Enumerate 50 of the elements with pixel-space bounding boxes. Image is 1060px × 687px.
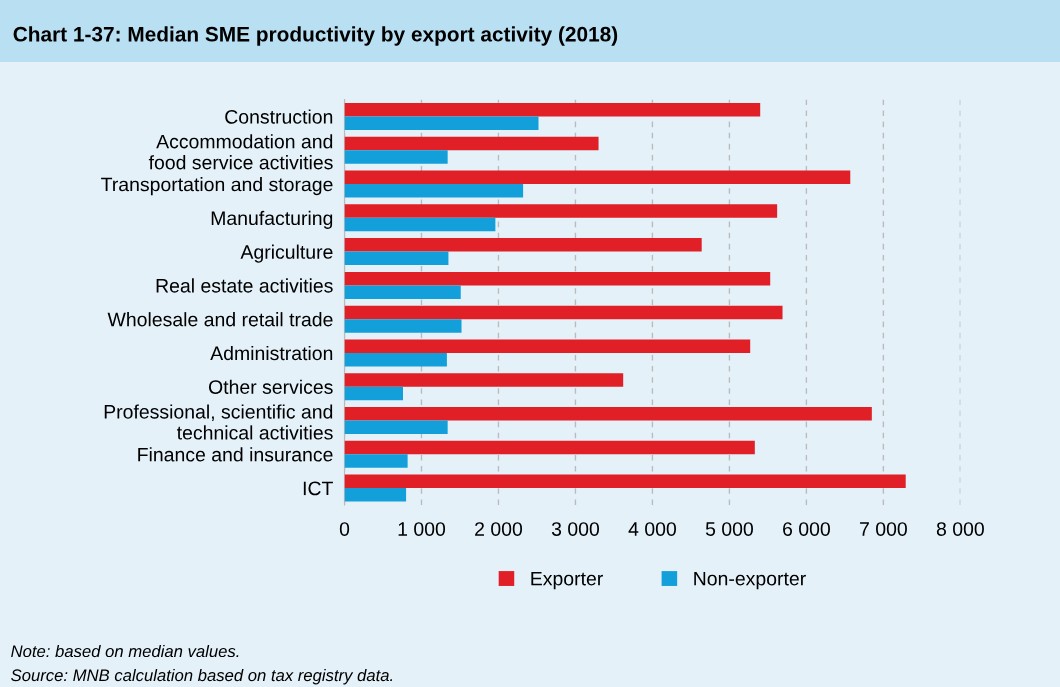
- bar: [344, 204, 778, 218]
- bar: [344, 184, 524, 198]
- bar: [344, 319, 462, 333]
- bar: [344, 305, 783, 320]
- y-tick-label: Manufacturing: [211, 210, 333, 229]
- bar: [344, 440, 755, 455]
- y-tick-label: Other services: [208, 379, 333, 394]
- bar: [344, 150, 448, 164]
- y-tick-label: Professional, scientific and technical activities: [104, 404, 333, 440]
- x-tick-label: 2 000: [475, 522, 523, 536]
- x-tick-label: 0: [339, 522, 350, 536]
- y-tick-label: Wholesale and retail trade: [107, 312, 333, 327]
- y-tick-label: Transportation and storage: [101, 177, 333, 196]
- x-tick-label: 8 000: [936, 522, 984, 536]
- legend-label: Non-exporter: [694, 571, 806, 590]
- x-tick-label: 5 000: [705, 522, 753, 536]
- y-tick-label: Construction: [225, 109, 333, 124]
- bar: [344, 271, 771, 286]
- y-tick-label: Real estate activities: [156, 278, 333, 293]
- bar: [344, 386, 404, 401]
- x-tick-label: 4 000: [628, 522, 676, 536]
- bar: [344, 373, 624, 387]
- bar: [344, 102, 761, 117]
- y-tick-label: ICT: [303, 481, 333, 496]
- legend-label: Exporter: [531, 571, 603, 590]
- bar: [344, 474, 906, 489]
- bar: [344, 420, 448, 435]
- y-tick-label: Agriculture: [240, 244, 333, 263]
- x-tick-label: 6 000: [783, 522, 830, 536]
- chart-title: Chart 1-37: Median SME productivity by export activity (2018): [13, 26, 618, 46]
- bar: [344, 238, 702, 252]
- y-tick-label: Accommodation and food service activities: [148, 134, 333, 170]
- y-tick-label: Finance and insurance: [138, 447, 333, 462]
- bar: [344, 285, 461, 299]
- x-tick-label: 3 000: [551, 522, 600, 536]
- bar: [344, 454, 408, 468]
- bar: [344, 406, 872, 421]
- bar: [344, 217, 496, 232]
- source-note: Source: MNB calculation based on tax registry data.: [11, 668, 393, 685]
- x-tick-label: 7 000: [860, 522, 907, 536]
- bar: [344, 352, 447, 367]
- bar: [344, 136, 599, 151]
- bar: [344, 339, 751, 353]
- y-tick-label: Administration: [210, 345, 333, 361]
- x-tick-label: 1 000: [398, 522, 446, 536]
- bar: [344, 488, 407, 502]
- bar: [344, 251, 449, 266]
- bar: [344, 170, 851, 185]
- text: Note: based on median values.: [11, 644, 239, 658]
- bar: [344, 116, 539, 131]
